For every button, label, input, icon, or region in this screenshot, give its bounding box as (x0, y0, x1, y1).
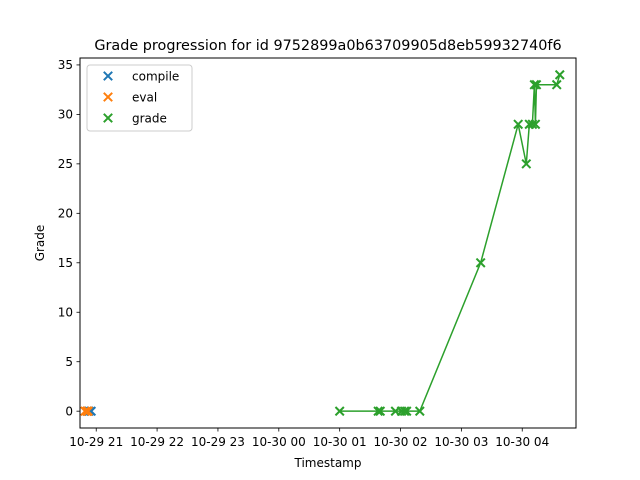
y-tick-label: 30 (58, 108, 73, 122)
y-tick-label: 0 (65, 404, 73, 418)
chart-title: Grade progression for id 9752899a0b63709… (94, 38, 561, 54)
x-axis: 10-29 21 10-29 22 10-29 23 10-30 00 10-30 01… (69, 428, 549, 449)
data-point-grade-7 (414, 406, 425, 417)
data-point-grade-9 (513, 119, 524, 130)
legend-label-compile: compile (132, 69, 179, 83)
data-point-grade-2 (375, 406, 386, 417)
y-tick-label: 25 (58, 157, 73, 171)
x-tick-label: 10-30 02 (374, 435, 428, 449)
legend: compile eval grade (86, 64, 193, 132)
y-tick-label: 15 (58, 256, 73, 270)
data-point-grade-12 (527, 119, 538, 130)
data-point-grade-16 (551, 79, 562, 90)
y-axis: 0 5 10 15 20 25 30 35 (58, 58, 80, 418)
x-tick-label: 10-30 03 (434, 435, 488, 449)
data-point-grade-6 (401, 406, 412, 417)
y-tick-label: 35 (58, 58, 73, 72)
legend-box (86, 64, 193, 132)
x-tick-label: 10-29 23 (191, 435, 245, 449)
legend-marker-grade (103, 113, 113, 123)
data-point-grade-0 (334, 406, 345, 417)
legend-item-compile: compile (103, 69, 179, 83)
data-point-grade-14 (530, 119, 541, 130)
data-point-eval-0 (80, 406, 90, 417)
legend-item-grade: grade (103, 111, 167, 125)
y-tick-label: 5 (65, 355, 73, 369)
x-tick-label: 10-29 21 (69, 435, 123, 449)
series-layer (80, 69, 565, 417)
x-tick-label: 10-29 22 (130, 435, 184, 449)
x-axis-label: Timestamp (294, 456, 362, 470)
y-tick-label: 10 (58, 306, 73, 320)
y-tick-label: 20 (58, 207, 73, 221)
legend-item-eval: eval (103, 90, 157, 104)
legend-marker-eval (103, 92, 113, 102)
data-point-grade-15 (531, 79, 542, 90)
data-point-grade-10 (521, 158, 532, 169)
series-eval (80, 406, 94, 417)
x-tick-label: 10-30 00 (252, 435, 306, 449)
legend-label-grade: grade (132, 111, 167, 125)
data-point-grade-8 (475, 257, 486, 268)
x-tick-label: 10-30 01 (313, 435, 367, 449)
series-grade (334, 69, 565, 417)
legend-marker-compile (103, 71, 113, 81)
data-point-grade-1 (373, 406, 384, 417)
data-point-grade-13 (529, 79, 540, 90)
plot-frame (79, 57, 577, 429)
data-point-grade-17 (554, 69, 565, 80)
data-point-eval-2 (83, 406, 94, 417)
x-tick-label: 10-30 04 (495, 435, 549, 449)
y-axis-label: Grade (33, 225, 47, 262)
legend-label-eval: eval (132, 90, 157, 104)
series-line-grade (339, 74, 561, 412)
data-point-grade-5 (399, 406, 410, 417)
